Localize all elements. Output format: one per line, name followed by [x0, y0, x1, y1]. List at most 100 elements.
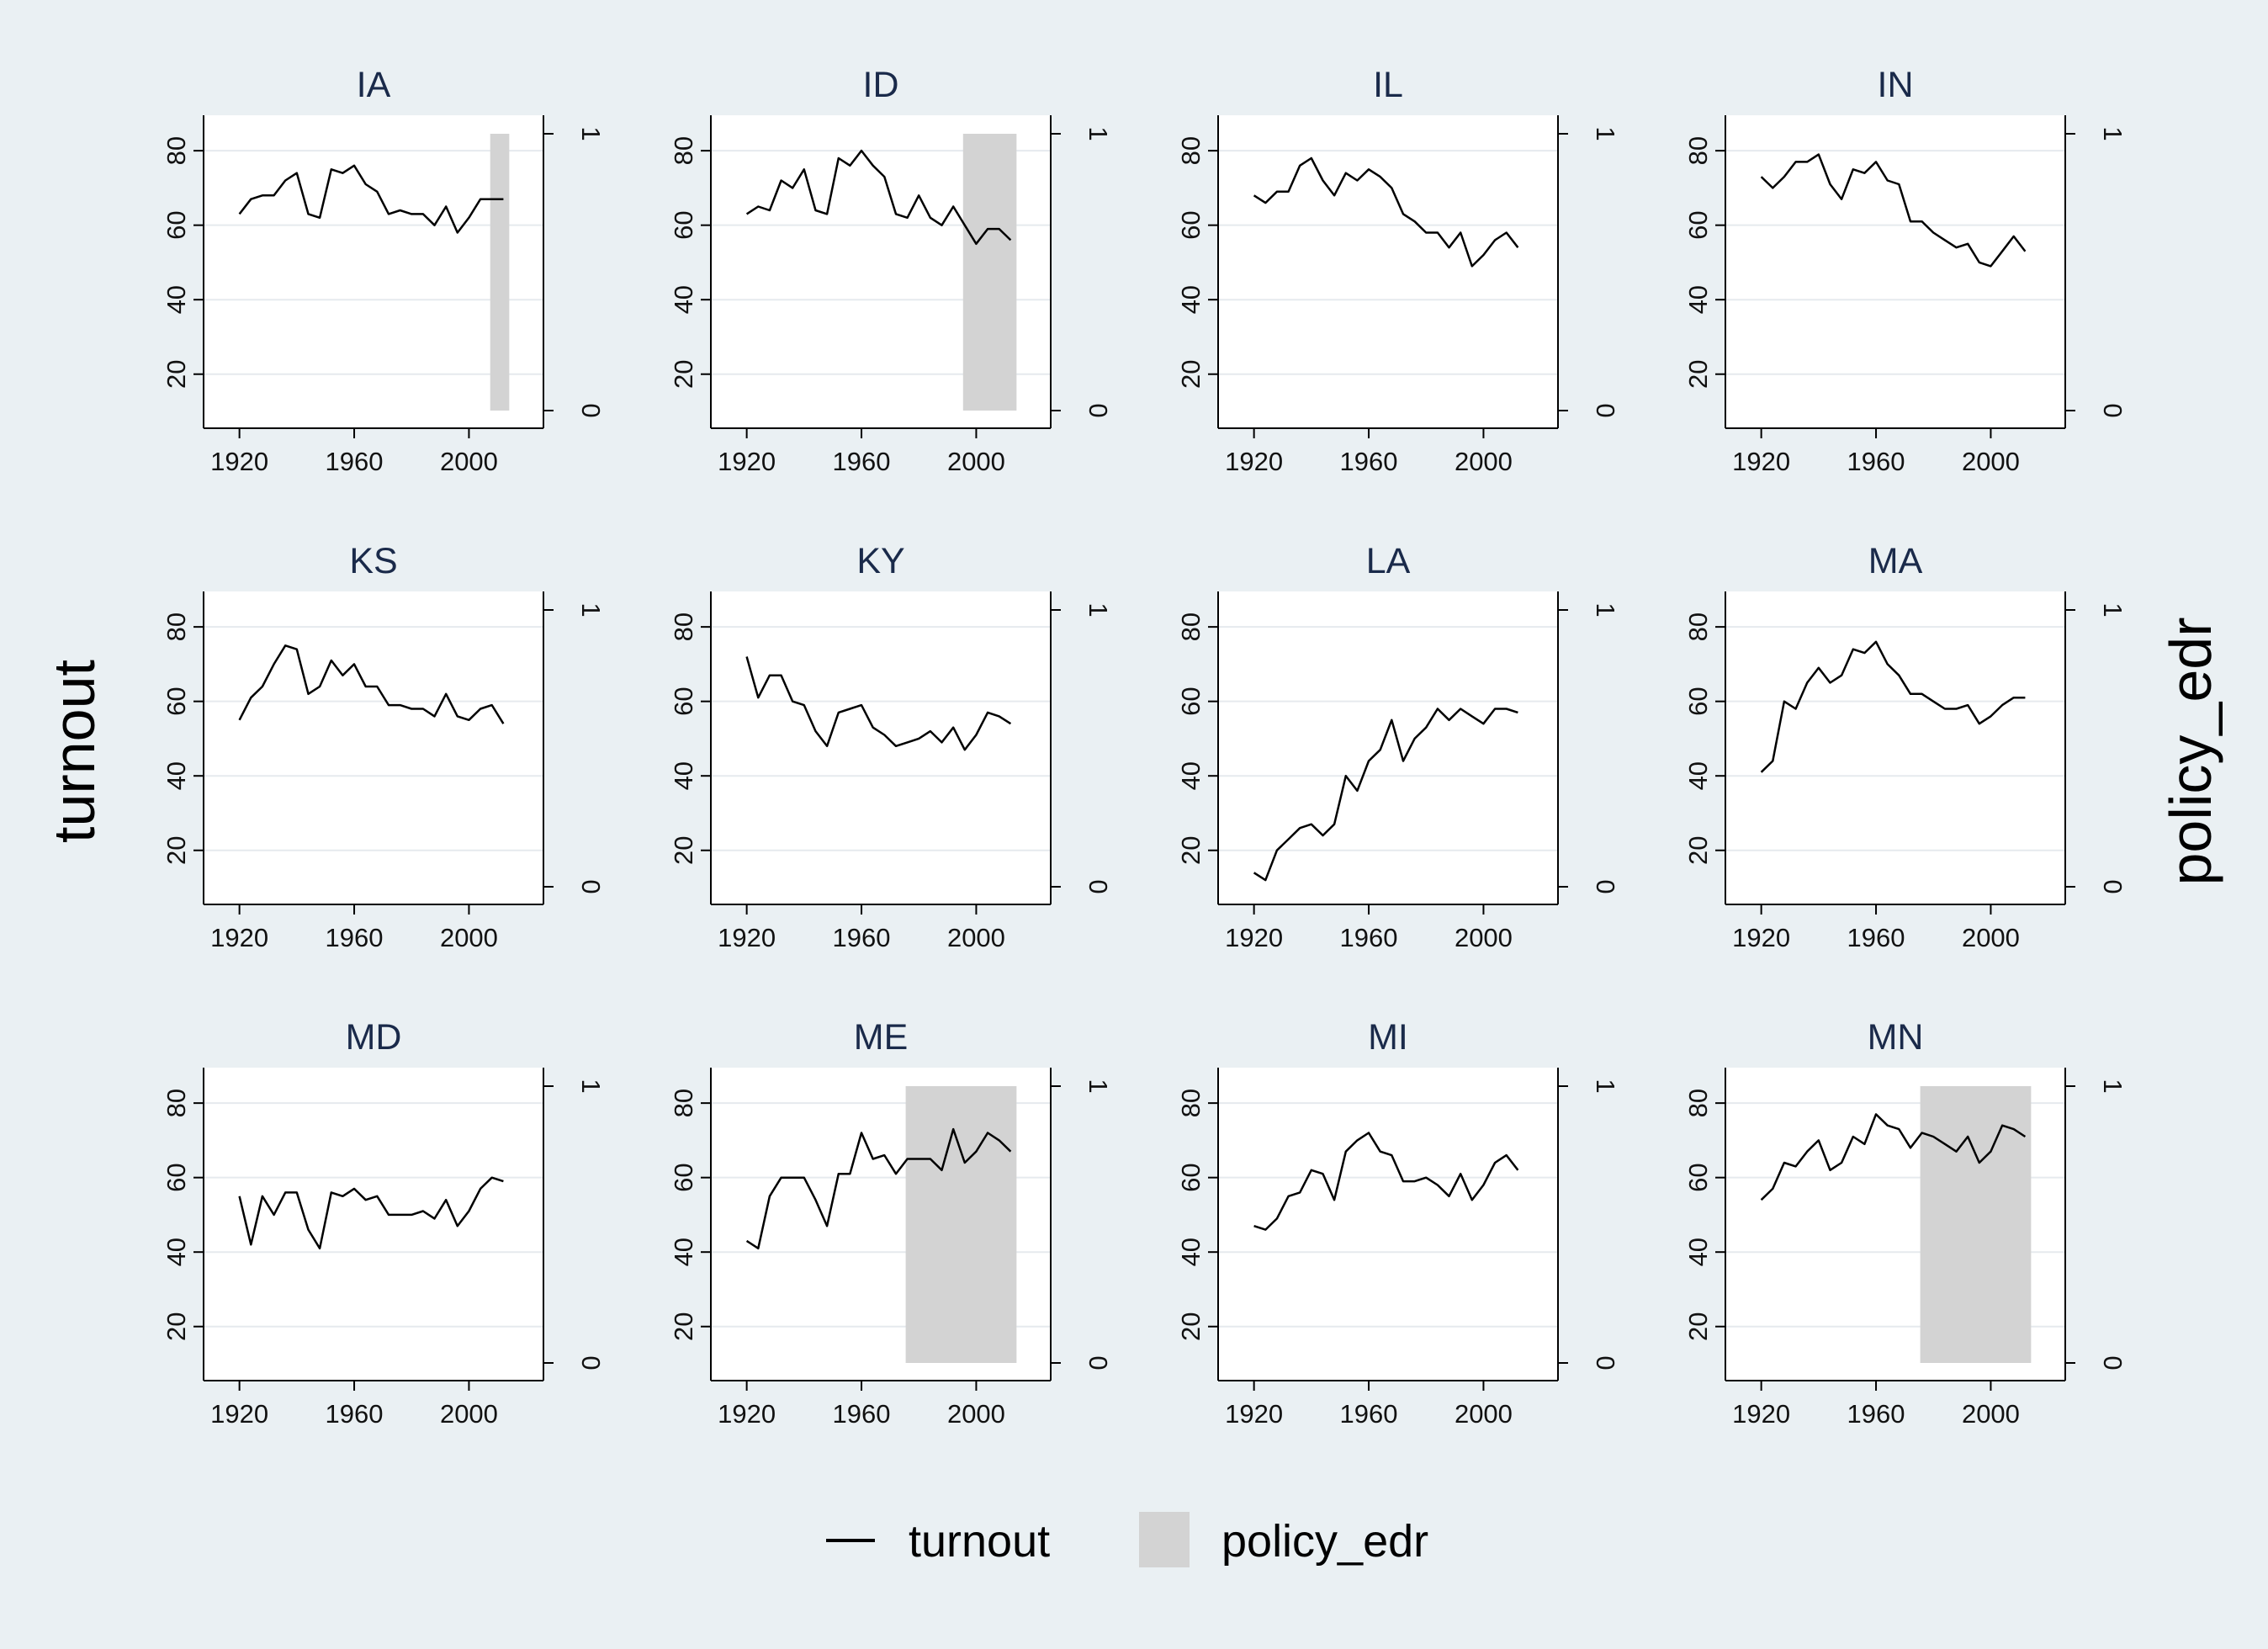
- y2-tick-label: 1: [576, 126, 606, 141]
- y-tick-label: 20: [162, 359, 191, 388]
- y-tick-label: 20: [1176, 835, 1206, 864]
- x-tick-label: 1960: [1340, 923, 1398, 952]
- x-tick-label: 1960: [1340, 1399, 1398, 1429]
- y-tick-label: 20: [1176, 359, 1206, 388]
- turnout-line: [1760, 1113, 2027, 1201]
- x-tick-label: 2000: [947, 1399, 1005, 1429]
- x-tick-label: 1920: [718, 1399, 776, 1429]
- y2-tick-label: 1: [1084, 602, 1113, 617]
- panel-title: ME: [854, 1017, 909, 1058]
- x-tick-label: 1960: [833, 447, 891, 476]
- panel-ma: MA 20 40 60 80 0 1 1920 1960 2000: [1683, 541, 2128, 952]
- y-tick-label: 60: [669, 210, 698, 239]
- y-tick-label: 40: [162, 285, 191, 314]
- x-tick-label: 1960: [326, 1399, 384, 1429]
- panel-title: IA: [357, 65, 391, 105]
- policy-edr-area: [490, 134, 510, 411]
- x-tick-label: 1920: [1225, 447, 1283, 476]
- panel-title: KY: [856, 541, 904, 581]
- x-tick-label: 1920: [1732, 1399, 1790, 1429]
- policy-edr-area: [1920, 1086, 2032, 1363]
- plot-area: [1218, 1068, 1558, 1381]
- y-tick-label: 20: [1683, 1312, 1713, 1340]
- x-tick-label: 1920: [1732, 923, 1790, 952]
- y2-tick-label: 0: [1591, 1355, 1620, 1370]
- y-tick-label: 20: [669, 1312, 698, 1340]
- y-tick-label: 40: [1683, 761, 1713, 790]
- y-axis-title: turnout: [41, 660, 107, 843]
- panel-md: MD 20 40 60 80 0 1 1920 1960 2000: [162, 1017, 606, 1429]
- x-tick-label: 1960: [326, 923, 384, 952]
- plot-area: [204, 115, 543, 428]
- legend-turnout-label: turnout: [909, 1516, 1050, 1567]
- y2-tick-label: 0: [2098, 1355, 2128, 1370]
- y2-tick-label: 0: [2098, 879, 2128, 893]
- y-tick-label: 40: [669, 285, 698, 314]
- y2-tick-label: 0: [1591, 879, 1620, 893]
- x-tick-label: 1920: [718, 447, 776, 476]
- y-tick-label: 60: [1683, 1163, 1713, 1191]
- y-tick-label: 80: [1683, 1089, 1713, 1117]
- y-tick-label: 40: [162, 761, 191, 790]
- y-tick-label: 60: [1176, 687, 1206, 715]
- y2-tick-label: 1: [2098, 602, 2128, 617]
- y-tick-label: 80: [1176, 1089, 1206, 1117]
- y-tick-label: 60: [669, 1163, 698, 1191]
- panel-title: MD: [346, 1017, 402, 1058]
- y-tick-label: 20: [1176, 1312, 1206, 1340]
- panel-ks: KS 20 40 60 80 0 1 1920 1960 2000: [162, 541, 606, 952]
- turnout-line: [745, 149, 1012, 246]
- panel-title: MA: [1868, 541, 1923, 581]
- panel-title: MN: [1868, 1017, 1924, 1058]
- panel-title: LA: [1366, 541, 1411, 581]
- y-tick-label: 40: [1683, 1238, 1713, 1266]
- turnout-line: [1253, 156, 1519, 268]
- y-tick-label: 60: [1683, 210, 1713, 239]
- y-tick-label: 60: [1176, 210, 1206, 239]
- panel-title: IN: [1878, 65, 1914, 105]
- y-tick-label: 20: [669, 835, 698, 864]
- y2-tick-label: 0: [1084, 1355, 1113, 1370]
- x-tick-label: 2000: [440, 1399, 498, 1429]
- y-tick-label: 20: [1683, 835, 1713, 864]
- y-tick-label: 20: [162, 835, 191, 864]
- y-tick-label: 80: [162, 612, 191, 641]
- turnout-line: [1760, 640, 2026, 773]
- y2-tick-label: 0: [576, 1355, 606, 1370]
- y2-tick-label: 1: [2098, 1079, 2128, 1093]
- turnout-line: [1253, 1132, 1519, 1231]
- y2-tick-label: 1: [1084, 126, 1113, 141]
- turnout-line: [238, 164, 504, 234]
- y2-tick-label: 1: [1084, 1079, 1113, 1093]
- y-tick-label: 40: [1176, 761, 1206, 790]
- panel-mi: MI 20 40 60 80 0 1 1920 1960 2000: [1176, 1017, 1620, 1429]
- x-tick-label: 1920: [1225, 1399, 1283, 1429]
- x-tick-label: 1920: [1732, 447, 1790, 476]
- axis-titles: turnout policy_edr: [41, 617, 2223, 885]
- x-tick-label: 2000: [1455, 447, 1513, 476]
- x-tick-label: 1920: [210, 447, 268, 476]
- x-tick-label: 1920: [210, 923, 268, 952]
- x-tick-label: 1960: [326, 447, 384, 476]
- turnout-line: [1253, 708, 1518, 882]
- policy-edr-area: [962, 134, 1017, 411]
- turnout-line: [1760, 153, 2027, 268]
- y-tick-label: 80: [1176, 136, 1206, 165]
- x-tick-label: 1960: [1847, 1399, 1905, 1429]
- panel-title: KS: [349, 541, 397, 581]
- x-tick-label: 2000: [1962, 447, 2020, 476]
- plot-area: [204, 591, 543, 904]
- y-tick-label: 60: [1683, 687, 1713, 715]
- y2-tick-label: 1: [2098, 126, 2128, 141]
- y-tick-label: 40: [1683, 285, 1713, 314]
- turnout-line: [745, 656, 1012, 751]
- panel-il: IL 20 40 60 80 0 1 1920 1960 2000: [1176, 65, 1620, 476]
- y-tick-label: 80: [669, 612, 698, 641]
- panel-title: IL: [1373, 65, 1403, 105]
- x-tick-label: 1920: [210, 1399, 268, 1429]
- panel-id: ID 20 40 60 80 0 1 1920 1960 2000: [669, 65, 1113, 476]
- y-tick-label: 60: [1176, 1163, 1206, 1191]
- y2-tick-label: 1: [576, 602, 606, 617]
- y2-tick-label: 1: [576, 1079, 606, 1093]
- x-tick-label: 2000: [1962, 923, 2020, 952]
